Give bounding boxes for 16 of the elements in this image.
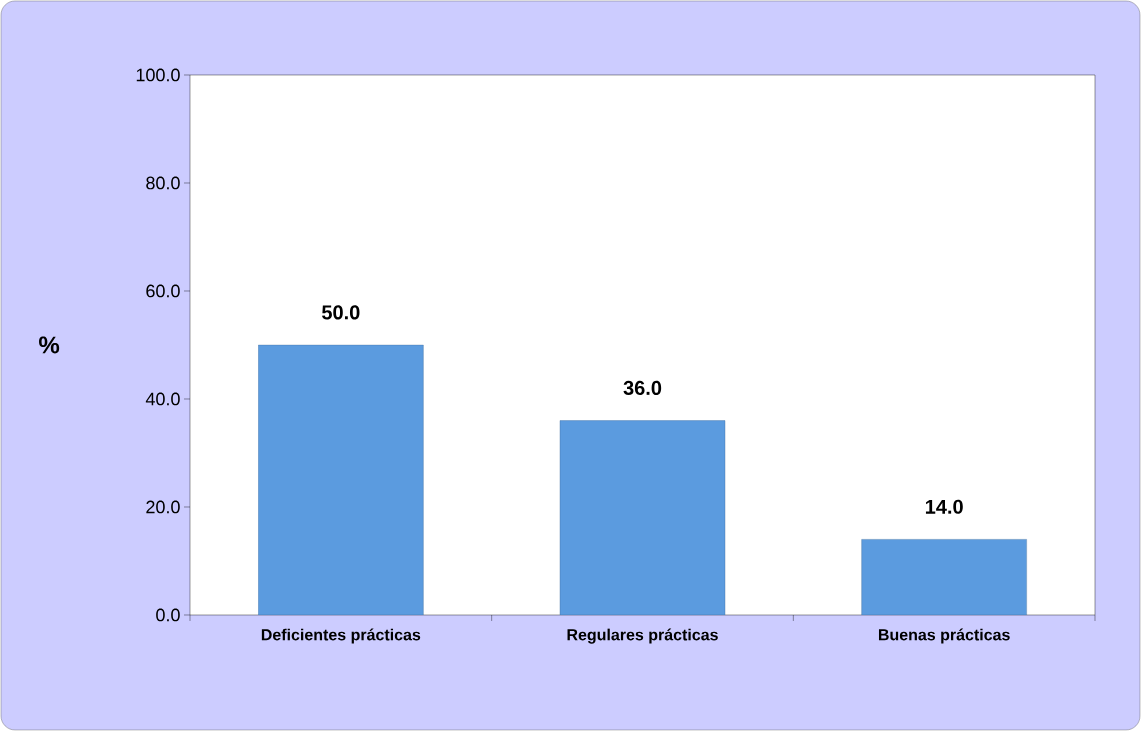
y-tick-label: 0.0	[156, 608, 180, 622]
bar	[861, 539, 1027, 615]
y-tick-label: 20.0	[146, 500, 180, 514]
bar	[559, 420, 726, 615]
y-axis-title: %	[39, 336, 60, 354]
x-tick-label: Buenas prácticas	[878, 628, 1010, 644]
data-label: 50.0	[321, 305, 360, 320]
y-tick-label: 60.0	[146, 284, 180, 298]
data-label: 36.0	[623, 380, 662, 396]
y-tick-label: 40.0	[145, 392, 180, 406]
y-tick-label: 80.0	[146, 176, 180, 190]
y-tick-label: 100.0	[136, 68, 180, 82]
x-tick-label: Deficientes prácticas	[261, 628, 421, 644]
data-label: 14.0	[925, 499, 963, 514]
bar	[258, 344, 424, 615]
x-tick-label: Regulares prácticas	[567, 628, 718, 644]
